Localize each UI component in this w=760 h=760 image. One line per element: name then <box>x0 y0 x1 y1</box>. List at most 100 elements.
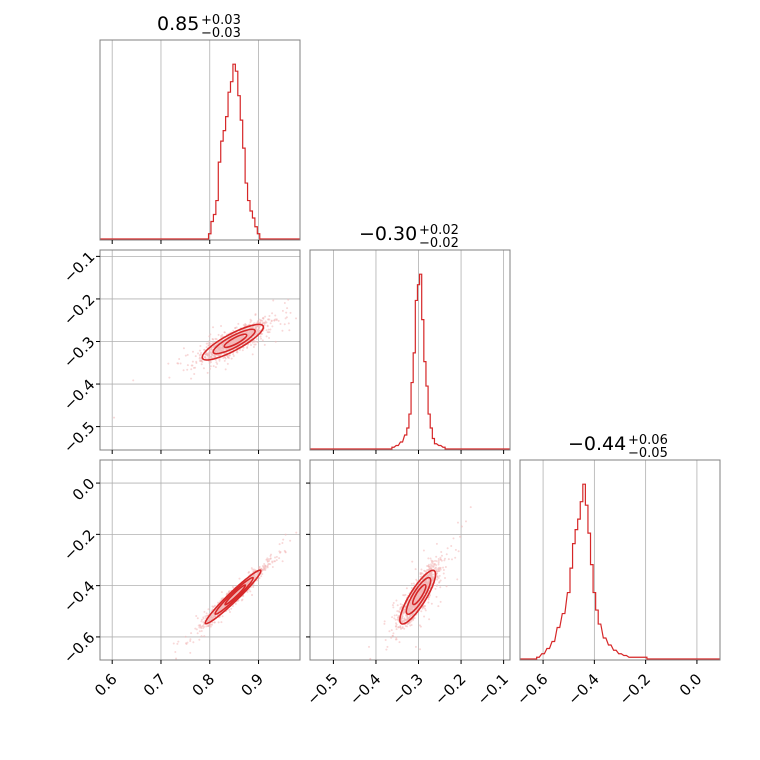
sample-point <box>228 353 231 356</box>
axes-frame <box>99 249 301 451</box>
sample-point <box>189 639 192 642</box>
contour-line <box>201 323 265 361</box>
sample-point <box>212 326 215 329</box>
sample-point <box>223 359 226 362</box>
sample-point <box>197 352 200 355</box>
sample-point <box>184 635 187 638</box>
sample-point <box>392 601 395 604</box>
sample-point <box>266 566 269 569</box>
sample-point <box>422 549 425 552</box>
sample-point <box>400 620 403 623</box>
sample-point <box>424 605 427 608</box>
sample-point <box>395 623 398 626</box>
sample-point <box>262 317 265 320</box>
y-tick-label: −0.2 <box>60 526 98 564</box>
sample-point <box>263 324 266 327</box>
sample-point <box>369 657 372 660</box>
sample-point <box>407 617 410 620</box>
sample-point <box>256 341 259 344</box>
sample-point <box>254 313 257 316</box>
sample-point <box>208 352 211 355</box>
sample-point <box>214 358 217 361</box>
sample-point <box>454 556 457 559</box>
sample-point <box>445 553 448 556</box>
sample-point <box>206 353 209 356</box>
sample-point <box>251 568 254 571</box>
sample-point <box>241 349 244 352</box>
sample-point <box>191 360 194 363</box>
sample-point <box>427 563 430 566</box>
sample-point <box>442 566 445 569</box>
title-param-3-plus: +0.06 <box>628 433 668 448</box>
sample-point <box>427 601 430 604</box>
sample-point <box>401 604 404 607</box>
sample-point <box>203 635 206 638</box>
sample-point <box>269 328 272 331</box>
sample-point <box>287 322 290 325</box>
sample-point <box>438 574 441 577</box>
sample-point <box>428 618 431 621</box>
sample-point <box>403 594 406 597</box>
sample-point <box>254 343 257 346</box>
sample-point <box>200 635 203 638</box>
sample-point <box>437 605 440 608</box>
sample-point <box>195 628 198 631</box>
sample-point <box>402 611 405 614</box>
sample-point <box>262 564 265 567</box>
sample-point <box>240 336 243 339</box>
sample-point <box>268 315 271 318</box>
x-tick-label: 0.6 <box>91 670 121 700</box>
sample-point <box>406 609 409 612</box>
sample-point <box>452 537 455 540</box>
sample-point <box>266 564 269 567</box>
sample-point <box>279 322 282 325</box>
sample-point <box>195 360 198 363</box>
sample-point <box>252 585 255 588</box>
histogram-step <box>310 273 510 450</box>
sample-point <box>185 642 188 645</box>
sample-point <box>256 579 259 582</box>
sample-point <box>431 564 434 567</box>
title-param-1-minus: −0.03 <box>201 26 241 41</box>
sample-point <box>266 557 269 560</box>
sample-point <box>417 593 420 596</box>
histogram-step <box>100 63 300 240</box>
histogram-step <box>520 483 720 660</box>
sample-point <box>176 642 179 645</box>
sample-point <box>414 645 417 648</box>
sample-point <box>208 623 211 626</box>
sample-point <box>250 343 253 346</box>
sample-point <box>402 619 405 622</box>
sample-point <box>438 581 441 584</box>
sample-point <box>232 329 235 332</box>
y-tick-label: −0.4 <box>60 577 98 615</box>
sample-point <box>221 349 224 352</box>
x-tick-label: −0.2 <box>616 670 654 708</box>
sample-point <box>391 604 394 607</box>
sample-point <box>398 641 401 644</box>
sample-point <box>263 567 266 570</box>
sample-point <box>254 576 257 579</box>
sample-point <box>415 595 418 598</box>
sample-point <box>224 357 227 360</box>
sample-point <box>438 570 441 573</box>
sample-point <box>394 625 397 628</box>
sample-point <box>406 622 409 625</box>
sample-point <box>221 344 224 347</box>
sample-point <box>174 650 177 653</box>
histogram-param-1 <box>99 39 301 244</box>
sample-point <box>410 586 413 589</box>
sample-point <box>263 562 266 565</box>
sample-point <box>413 616 416 619</box>
sample-point <box>442 572 445 575</box>
sample-point <box>195 614 198 617</box>
sample-point <box>211 621 214 624</box>
sample-point <box>214 356 217 359</box>
sample-point <box>439 558 442 561</box>
sample-point <box>237 590 240 593</box>
sample-point <box>436 570 439 573</box>
sample-point <box>268 336 271 339</box>
sample-point <box>207 342 210 345</box>
sample-point <box>233 341 236 344</box>
sample-point <box>199 345 202 348</box>
